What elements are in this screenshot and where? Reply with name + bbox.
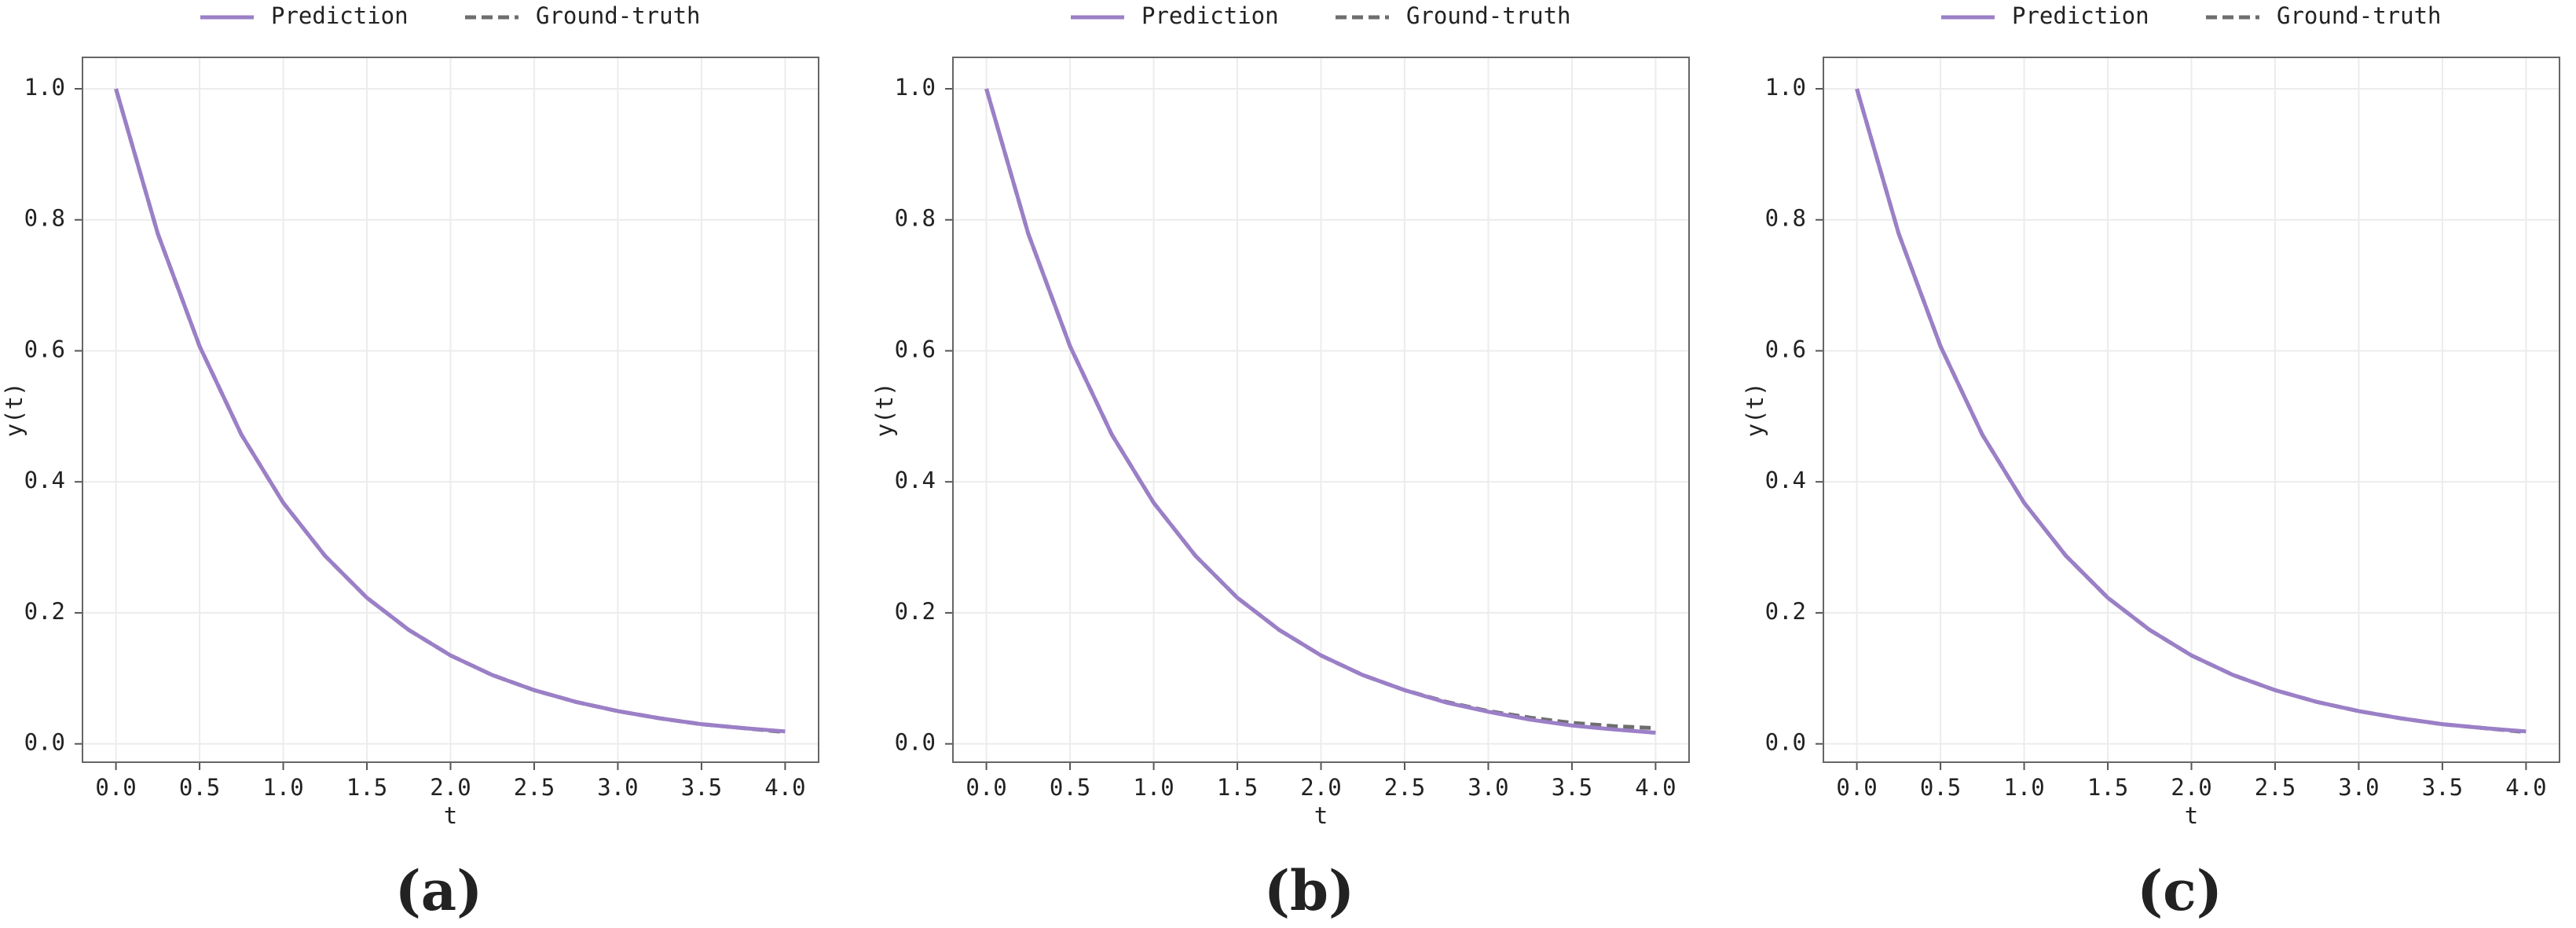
subplot: 0.0 0.5 1.0 1.5 2.0 2.5 3.0 3.5 4.0 0.0 0.2 0.4 0.6 0… — [871, 2, 1690, 923]
subplot-caption: (a) — [395, 858, 483, 923]
x-tick-label: 3.5 — [1552, 774, 1592, 801]
x-tick-label: 1.5 — [2087, 774, 2128, 801]
legend-label: Ground-truth — [1406, 2, 1571, 29]
plot-frame — [82, 57, 819, 763]
y-tick-label: 0.0 — [1765, 729, 1806, 756]
y-tick-label: 0.4 — [24, 467, 65, 493]
x-tick-label: 3.5 — [2422, 774, 2463, 801]
x-tick-label: 0.0 — [95, 774, 136, 801]
y-tick-label: 0.8 — [1765, 205, 1806, 232]
y-tick-label: 1.0 — [895, 74, 936, 101]
y-tick-label: 0.6 — [24, 336, 65, 362]
x-tick-label: 4.0 — [1635, 774, 1676, 801]
x-tick-label: 2.0 — [2171, 774, 2211, 801]
subplot-caption: (b) — [1264, 858, 1354, 923]
x-tick-label: 0.0 — [966, 774, 1006, 801]
plot-frame — [1823, 57, 2560, 763]
x-tick-label: 1.5 — [1217, 774, 1258, 801]
y-tick-label: 1.0 — [24, 74, 65, 101]
y-tick-label: 0.4 — [895, 467, 936, 493]
x-tick-label: 3.0 — [2338, 774, 2379, 801]
y-axis-label: y(t) — [1742, 383, 1768, 438]
x-tick-label: 0.5 — [1050, 774, 1090, 801]
series-line — [984, 88, 1656, 735]
y-tick-label: 1.0 — [1765, 74, 1806, 101]
y-tick-label: 0.8 — [895, 205, 936, 232]
x-tick-label: 3.0 — [1468, 774, 1508, 801]
subplot: 0.0 0.5 1.0 1.5 2.0 2.5 3.0 3.5 4.0 0.0 0.2 0.4 0.6 0… — [1, 2, 819, 923]
x-tick-label: 0.5 — [179, 774, 220, 801]
x-tick-label: 2.5 — [1384, 774, 1425, 801]
y-tick-label: 0.6 — [895, 336, 936, 362]
y-tick-label: 0.0 — [895, 729, 936, 756]
legend-label: Prediction — [271, 2, 409, 29]
series-line — [1855, 88, 2527, 734]
x-tick-label: 1.0 — [262, 774, 303, 801]
subplot: 0.0 0.5 1.0 1.5 2.0 2.5 3.0 3.5 4.0 0.0 0.2 0.4 0.6 0… — [1742, 2, 2560, 923]
x-tick-label: 2.5 — [514, 774, 555, 801]
x-tick-label: 4.0 — [764, 774, 805, 801]
y-tick-label: 0.4 — [1765, 467, 1806, 493]
x-tick-label: 1.0 — [1133, 774, 1174, 801]
series-line — [114, 88, 786, 734]
x-tick-label: 2.0 — [1300, 774, 1341, 801]
y-axis-label: y(t) — [871, 383, 898, 438]
y-tick-label: 0.6 — [1765, 336, 1806, 362]
x-tick-label: 3.0 — [597, 774, 638, 801]
x-tick-label: 4.0 — [2505, 774, 2546, 801]
subplot-caption: (c) — [2137, 858, 2222, 923]
x-tick-label: 2.0 — [430, 774, 471, 801]
legend-label: Prediction — [1141, 2, 1279, 29]
x-axis-label: t — [444, 802, 457, 829]
x-tick-label: 1.5 — [346, 774, 387, 801]
y-tick-label: 0.2 — [24, 598, 65, 625]
legend-label: Ground-truth — [536, 2, 701, 29]
y-tick-label: 0.8 — [24, 205, 65, 232]
x-tick-label: 1.0 — [2003, 774, 2044, 801]
x-axis-label: t — [2185, 802, 2198, 829]
plot-frame — [952, 57, 1690, 763]
y-tick-label: 0.2 — [895, 598, 936, 625]
x-tick-label: 0.5 — [1920, 774, 1961, 801]
legend-label: Prediction — [2012, 2, 2149, 29]
x-tick-label: 0.0 — [1836, 774, 1877, 801]
y-tick-label: 0.0 — [24, 729, 65, 756]
x-tick-label: 2.5 — [2255, 774, 2296, 801]
y-tick-label: 0.2 — [1765, 598, 1806, 625]
x-axis-label: t — [1314, 802, 1328, 829]
y-axis-label: y(t) — [1, 383, 27, 438]
x-tick-label: 3.5 — [681, 774, 722, 801]
legend-label: Ground-truth — [2277, 2, 2442, 29]
